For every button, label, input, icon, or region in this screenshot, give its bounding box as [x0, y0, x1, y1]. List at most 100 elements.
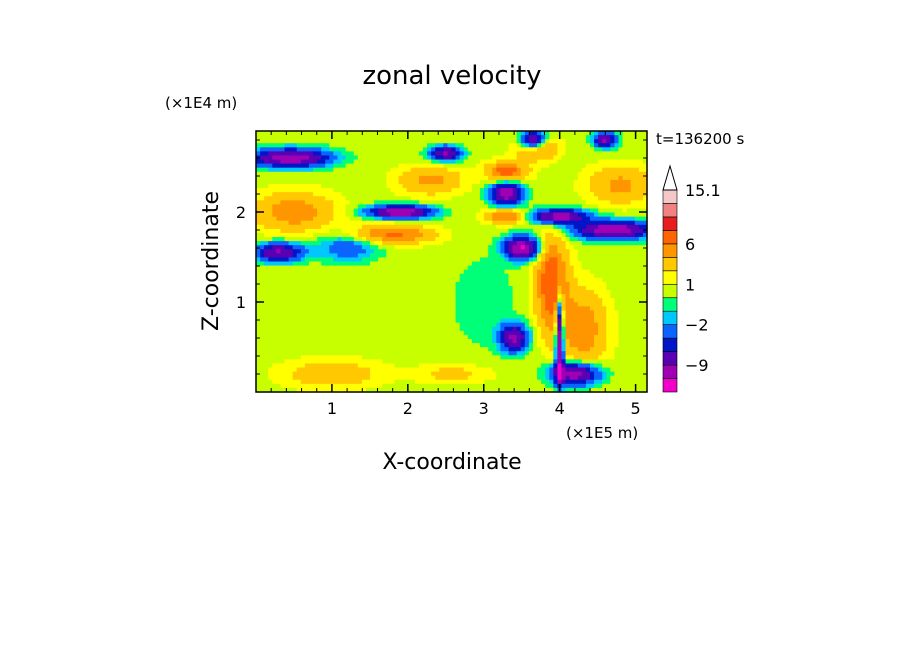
field-cell [475, 257, 481, 263]
field-cell [296, 253, 302, 259]
field-cell [349, 171, 355, 177]
field-cell [569, 179, 575, 185]
field-cell [268, 245, 273, 250]
field-cell [365, 232, 371, 238]
field-cell [520, 322, 526, 328]
field-cell [634, 326, 640, 332]
field-cell [634, 314, 640, 320]
field-cell [345, 212, 351, 218]
field-cell [280, 281, 286, 287]
field-cell [386, 245, 391, 250]
field-cell [634, 216, 640, 222]
field-cell [288, 151, 294, 157]
field-cell [256, 330, 261, 336]
field-cell [304, 285, 310, 291]
field-cell [463, 253, 469, 259]
field-cell [455, 322, 461, 328]
field-cell [553, 143, 558, 148]
field-cell [418, 318, 424, 324]
field-cell [508, 179, 514, 185]
field-cell [577, 326, 583, 332]
field-cell [435, 147, 440, 152]
field-cell [642, 269, 648, 275]
field-cell [329, 204, 334, 210]
field-cell [317, 147, 322, 152]
field-cell [443, 171, 449, 177]
field-cell [614, 290, 620, 295]
field-cell [439, 179, 444, 185]
field-cell [357, 338, 363, 344]
field-cell [304, 314, 310, 320]
field-cell [569, 204, 575, 210]
field-cell [435, 253, 440, 259]
field-cell [480, 253, 485, 259]
field-cell [345, 204, 351, 210]
field-cell [410, 167, 416, 173]
field-cell [638, 159, 644, 165]
field-cell [589, 290, 595, 295]
field-cell [602, 184, 607, 189]
field-cell [557, 253, 563, 259]
field-cell [561, 277, 567, 283]
field-cell [537, 155, 542, 161]
field-cell [528, 310, 534, 316]
field-cell [353, 208, 359, 214]
field-cell [329, 314, 334, 320]
field-cell [406, 151, 412, 157]
field-cell [528, 290, 534, 295]
field-cell [512, 302, 518, 307]
field-cell [308, 220, 314, 226]
field-cell [431, 310, 436, 316]
field-cell [492, 241, 497, 246]
field-cell [308, 249, 314, 254]
field-cell [431, 273, 436, 279]
field-cell [520, 232, 526, 238]
field-cell [549, 167, 554, 173]
field-cell [443, 257, 449, 263]
field-cell [496, 216, 501, 222]
field-cell [516, 326, 522, 332]
field-cell [378, 139, 383, 144]
field-cell [308, 306, 314, 312]
field-cell [406, 163, 412, 169]
field-cell [524, 204, 530, 210]
field-cell [573, 241, 579, 246]
field-cell [475, 314, 481, 320]
field-cell [390, 302, 396, 307]
field-cell [333, 257, 339, 263]
field-cell [459, 163, 465, 169]
field-cell [370, 314, 375, 320]
field-cell [561, 192, 567, 197]
field-cell [288, 184, 294, 189]
field-cell [541, 200, 546, 206]
field-cell [317, 192, 322, 197]
field-cell [272, 285, 277, 291]
field-cell [402, 334, 408, 340]
field-cell [390, 228, 396, 234]
field-cell [427, 257, 432, 263]
field-cell [341, 135, 347, 140]
field-cell [577, 285, 583, 291]
field-cell [545, 224, 550, 230]
field-cell [488, 334, 493, 340]
field-cell [374, 241, 379, 246]
field-cell [602, 265, 607, 271]
field-cell [304, 184, 310, 189]
field-cell [500, 273, 506, 279]
field-cell [447, 200, 453, 206]
field-cell [272, 196, 277, 201]
field-cell [541, 294, 546, 299]
field-cell [561, 175, 567, 181]
field-cell [280, 200, 286, 206]
field-cell [292, 338, 298, 344]
field-cell [496, 338, 501, 344]
field-cell [475, 338, 481, 344]
field-cell [610, 147, 616, 152]
field-cell [553, 135, 558, 140]
field-cell [349, 155, 355, 161]
field-cell [288, 322, 294, 328]
field-cell [614, 204, 620, 210]
field-cell [300, 294, 306, 299]
field-cell [260, 285, 265, 291]
field-cell [447, 261, 453, 267]
